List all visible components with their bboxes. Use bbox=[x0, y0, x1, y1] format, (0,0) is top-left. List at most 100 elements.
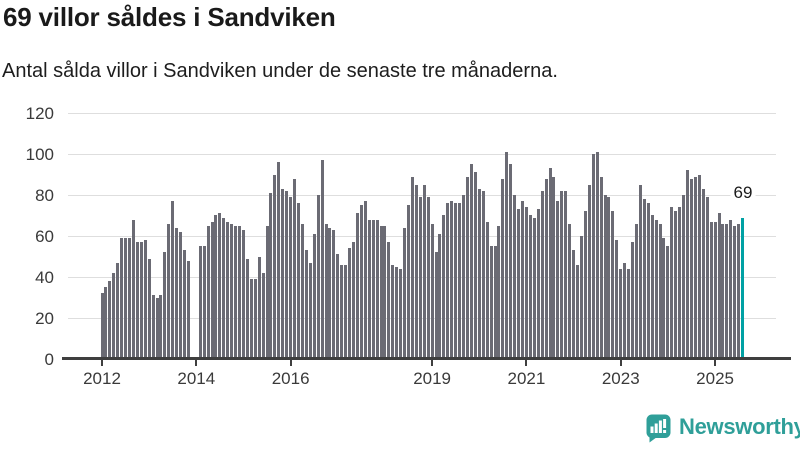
bar bbox=[175, 228, 179, 359]
bar bbox=[407, 205, 411, 359]
bar bbox=[261, 273, 265, 359]
bar bbox=[717, 213, 721, 359]
bar bbox=[469, 164, 473, 359]
bar bbox=[548, 168, 552, 359]
bar bbox=[344, 265, 348, 359]
bar bbox=[721, 224, 725, 359]
bar bbox=[615, 240, 619, 359]
bar bbox=[709, 222, 713, 359]
bar bbox=[116, 263, 120, 359]
y-axis-label: 20 bbox=[35, 309, 54, 328]
newsworthy-logo: Newsworthy bbox=[646, 414, 800, 448]
y-axis-label: 40 bbox=[35, 268, 54, 287]
bar bbox=[682, 195, 686, 359]
bar bbox=[426, 197, 430, 359]
bar bbox=[139, 242, 143, 359]
bar bbox=[642, 199, 646, 359]
bar bbox=[473, 172, 477, 359]
bar bbox=[477, 189, 481, 359]
bar bbox=[458, 203, 462, 359]
bar bbox=[120, 238, 124, 359]
bar bbox=[591, 154, 595, 359]
bar bbox=[214, 215, 218, 359]
bar bbox=[336, 254, 340, 359]
last-value-label: 69 bbox=[730, 183, 756, 202]
bar bbox=[135, 242, 139, 359]
bar bbox=[576, 265, 580, 359]
bar bbox=[316, 195, 320, 359]
bar bbox=[269, 193, 273, 359]
gridline bbox=[68, 154, 776, 155]
x-axis-tick bbox=[714, 360, 717, 366]
bar bbox=[308, 263, 312, 359]
x-axis-tick bbox=[195, 360, 198, 366]
bar bbox=[517, 209, 521, 359]
bar bbox=[481, 191, 485, 359]
highlight-bar bbox=[741, 218, 745, 359]
bar bbox=[434, 252, 438, 359]
bar bbox=[367, 220, 371, 359]
bar bbox=[179, 232, 183, 359]
bar bbox=[363, 201, 367, 359]
bar bbox=[186, 261, 190, 359]
bar bbox=[289, 197, 293, 359]
bar bbox=[355, 213, 359, 359]
bar bbox=[422, 185, 426, 359]
bar bbox=[324, 224, 328, 359]
bar bbox=[159, 295, 163, 359]
bar bbox=[241, 230, 245, 359]
bar bbox=[607, 197, 611, 359]
bar bbox=[155, 298, 159, 359]
bar bbox=[257, 257, 261, 359]
bar bbox=[143, 240, 147, 359]
bar bbox=[245, 259, 249, 359]
bar bbox=[395, 267, 399, 359]
bar bbox=[678, 207, 682, 359]
bar bbox=[489, 246, 493, 359]
bar bbox=[222, 218, 226, 359]
bar bbox=[733, 226, 737, 359]
newsworthy-wordmark: Newsworthy bbox=[679, 414, 800, 439]
y-axis-label: 60 bbox=[35, 227, 54, 246]
x-axis-label: 2019 bbox=[413, 369, 452, 388]
y-axis-label: 120 bbox=[25, 104, 54, 123]
bar bbox=[328, 228, 332, 359]
bar bbox=[277, 162, 281, 359]
bar bbox=[234, 226, 238, 359]
bar bbox=[623, 263, 627, 359]
bar bbox=[391, 265, 395, 359]
bar bbox=[226, 222, 230, 359]
x-axis-label: 2012 bbox=[83, 369, 121, 388]
bar bbox=[462, 195, 466, 359]
bar bbox=[505, 152, 509, 359]
bar bbox=[560, 191, 564, 359]
bar bbox=[108, 281, 112, 359]
bar bbox=[595, 152, 599, 359]
x-axis-tick bbox=[525, 360, 528, 366]
newsworthy-logo-icon bbox=[646, 414, 671, 448]
bar bbox=[403, 228, 407, 359]
bar bbox=[104, 287, 108, 359]
bar bbox=[725, 224, 729, 359]
x-axis-label: 2016 bbox=[271, 369, 310, 388]
bar bbox=[493, 246, 497, 359]
bar bbox=[297, 203, 300, 359]
bar bbox=[599, 177, 603, 359]
bar bbox=[348, 248, 352, 359]
bar bbox=[521, 201, 524, 359]
bar bbox=[210, 222, 214, 359]
bar bbox=[147, 259, 151, 359]
y-axis-label: 0 bbox=[44, 350, 54, 369]
x-axis-label: 2021 bbox=[507, 369, 546, 388]
bar bbox=[163, 252, 167, 359]
bar bbox=[414, 185, 418, 359]
bar bbox=[281, 189, 285, 359]
bar bbox=[340, 265, 344, 359]
bar bbox=[371, 220, 375, 359]
bar bbox=[375, 220, 379, 359]
bar bbox=[128, 238, 131, 359]
bar bbox=[238, 226, 242, 359]
bar bbox=[450, 201, 454, 359]
bar bbox=[544, 179, 548, 359]
